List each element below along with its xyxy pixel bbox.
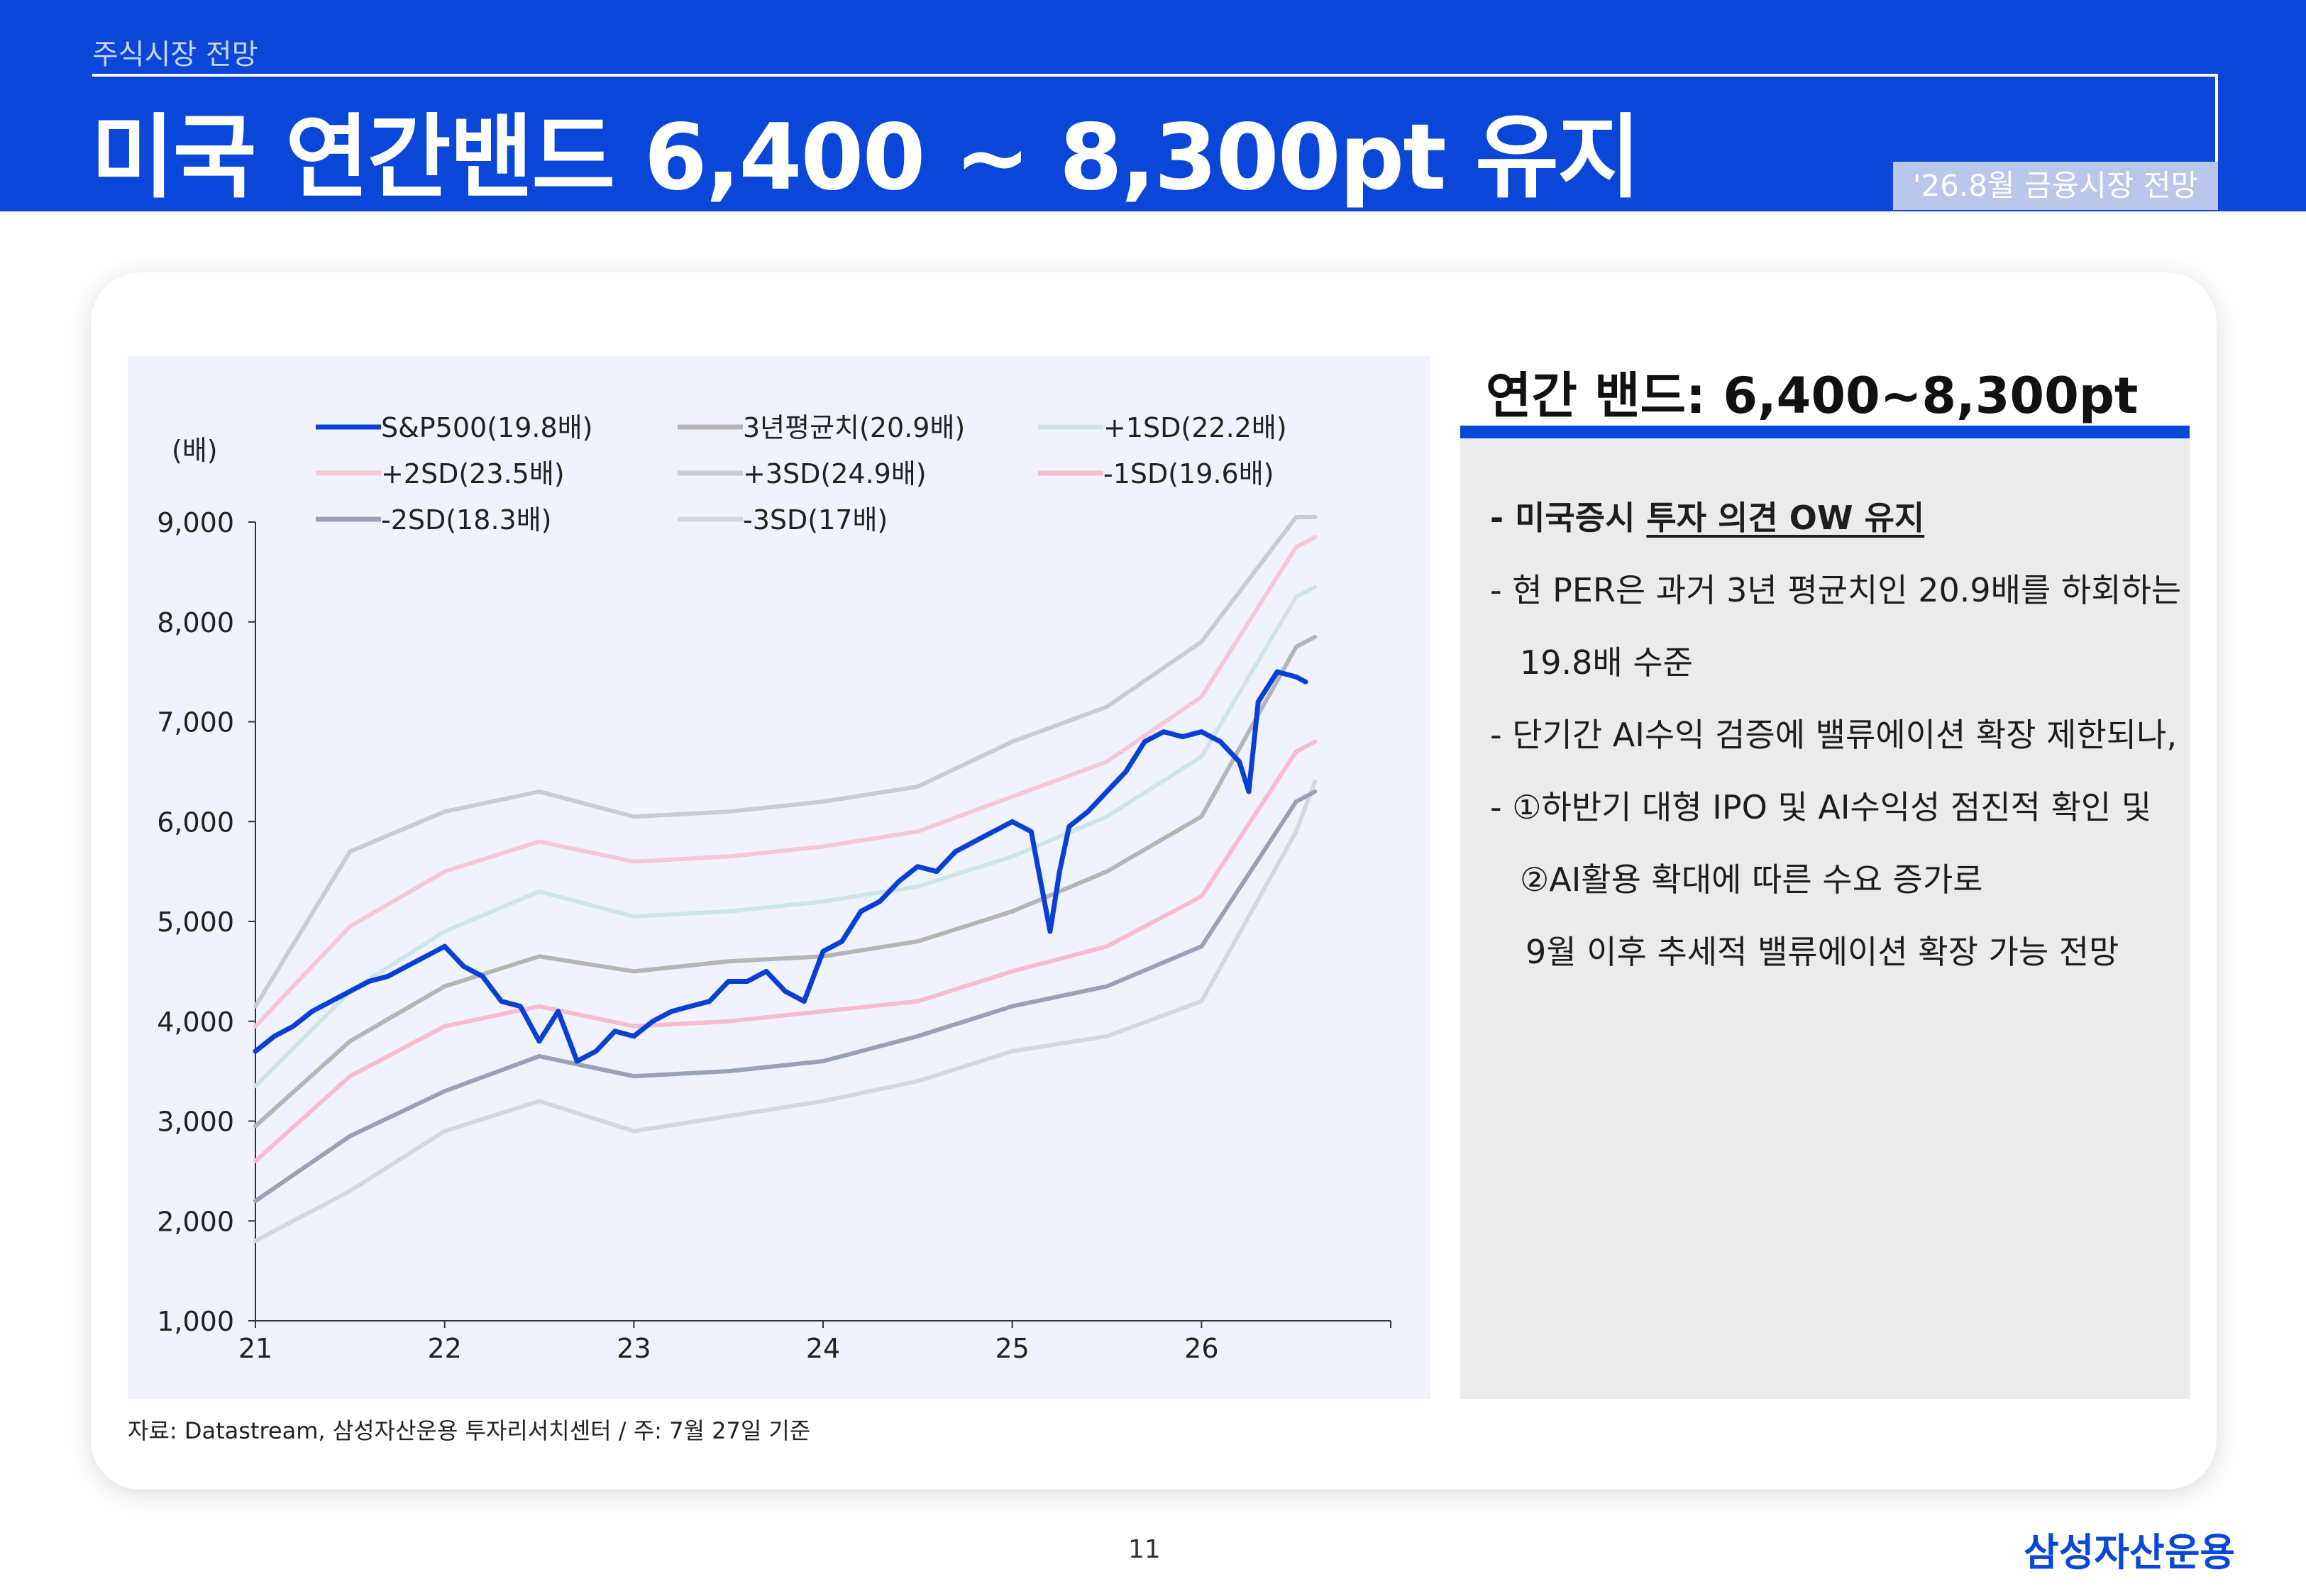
legend-label-5: +3SD(24.9배) xyxy=(743,458,927,489)
x-tick-label: 22 xyxy=(427,1333,461,1364)
y-tick-label: 3,000 xyxy=(157,1107,234,1138)
legend-label-7: -2SD(18.3배) xyxy=(381,504,552,536)
chart: 1,000 2,000 3,000 4,000 5,000 6,000 7,000 8,000… xyxy=(157,412,1391,1364)
series-line-8 xyxy=(253,779,1318,1243)
x-tick-label: 24 xyxy=(806,1333,840,1364)
header-rule-vertical xyxy=(2215,74,2218,206)
bullet-opinion: - 미국증시 투자 의견 OW 유지 xyxy=(1490,492,1924,539)
x-tick-label: 21 xyxy=(238,1333,272,1364)
page-number: 11 xyxy=(1128,1535,1161,1564)
legend-label-1: S&P500(19.8배) xyxy=(381,412,592,443)
series-line-2 xyxy=(253,634,1318,1129)
legend-label-6: -1SD(19.6배) xyxy=(1103,458,1274,489)
band-title: 연간 밴드: 6,400~8,300pt xyxy=(1486,367,2139,425)
y-tick-label: 2,000 xyxy=(157,1206,234,1237)
report-tag: '26.8월 금융시장 전망 xyxy=(1893,162,2218,210)
series-line-1 xyxy=(253,669,1308,1064)
bullet-ipo: - ①하반기 대형 IPO 및 AI수익성 점진적 확인 및 xyxy=(1490,788,2152,826)
y-tick-label: 6,000 xyxy=(157,807,234,838)
source-note: 자료: Datastream, 삼성자산운용 투자리서치센터 / 주: 7월 2… xyxy=(128,1417,811,1444)
page-title: 미국 연간밴드 6,400 ~ 8,300pt 유지 xyxy=(91,105,1641,211)
legend-label-2: 3년평균치(20.9배) xyxy=(743,412,965,443)
bullet-opinion-underline: 투자 의견 OW 유지 xyxy=(1646,499,1925,537)
legend-label-4: +2SD(23.5배) xyxy=(381,458,565,489)
series-line-3 xyxy=(253,584,1318,1089)
bullet-opinion-prefix: - 미국증시 xyxy=(1490,499,1647,537)
text-panel xyxy=(1460,438,2190,1399)
bullet-outlook: 9월 이후 추세적 밸류에이션 확장 가능 전망 xyxy=(1526,933,2119,971)
series-line-6 xyxy=(253,739,1318,1163)
header-bar: 주식시장 전망 미국 연간밴드 6,400 ~ 8,300pt 유지 '26.8… xyxy=(0,0,2306,211)
y-tick-label: 1,000 xyxy=(157,1306,234,1337)
bullet-demand: ②AI활용 확대에 따른 수요 증가로 xyxy=(1520,860,1983,899)
series-line-5 xyxy=(253,515,1318,1009)
x-tick-label: 25 xyxy=(995,1333,1029,1364)
x-tick-label: 23 xyxy=(617,1333,651,1364)
y-tick-label: 9,000 xyxy=(157,507,234,538)
x-tick-label: 26 xyxy=(1184,1333,1218,1364)
band-title-rule xyxy=(1460,426,2190,438)
y-tick-label: 8,000 xyxy=(157,607,234,638)
bullet-per: - 현 PER은 과거 3년 평균치인 20.9배를 하회하는 xyxy=(1490,571,2182,609)
y-tick-label: 5,000 xyxy=(157,907,234,938)
y-tick-label: 7,000 xyxy=(157,707,234,738)
section-label: 주식시장 전망 xyxy=(92,38,258,71)
legend-label-8: -3SD(17배) xyxy=(743,504,888,536)
y-tick-label: 4,000 xyxy=(157,1007,234,1038)
series-line-4 xyxy=(253,535,1318,1029)
company-logo: 삼성자산운용 xyxy=(2024,1530,2236,1575)
bullet-per-cont: 19.8배 수준 xyxy=(1520,643,1694,682)
series-line-7 xyxy=(253,789,1318,1204)
bullet-ai: - 단기간 AI수익 검증에 밸류에이션 확장 제한되나, xyxy=(1490,716,2178,754)
header-rule xyxy=(92,74,2218,77)
legend-label-3: +1SD(22.2배) xyxy=(1103,412,1287,443)
y-axis-unit: (배) xyxy=(172,435,218,466)
